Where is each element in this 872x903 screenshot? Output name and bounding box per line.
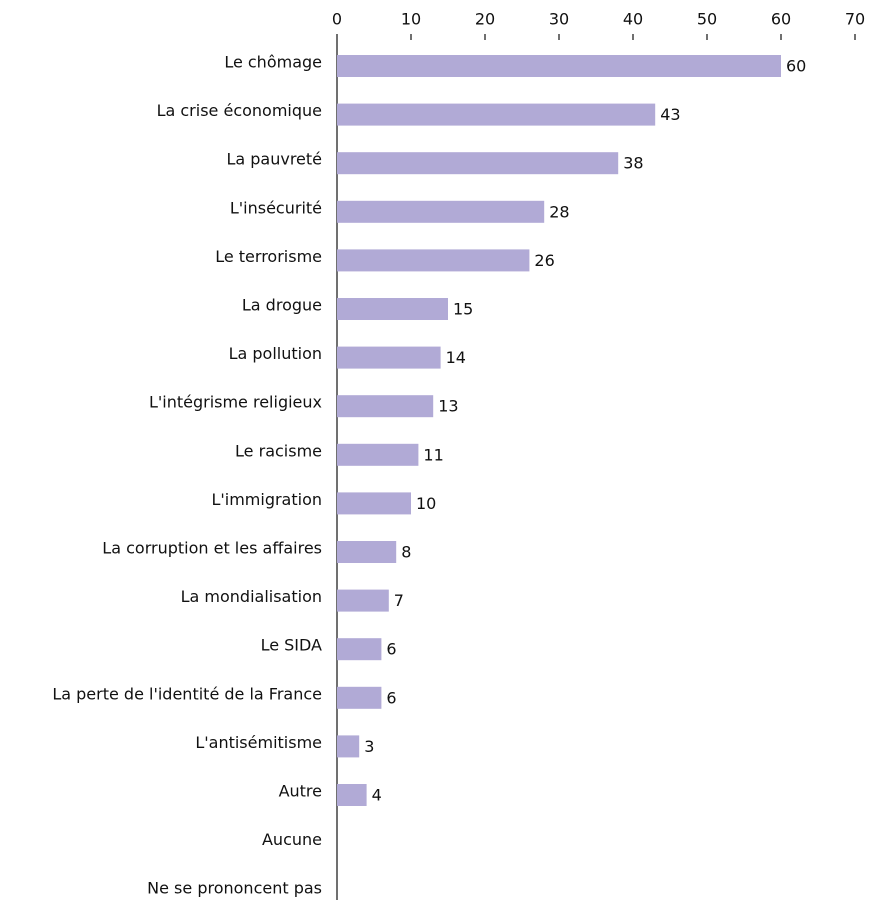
bar	[337, 200, 545, 223]
x-tick-label: 50	[697, 10, 717, 29]
data-label: 28	[549, 202, 569, 221]
data-label: 13	[438, 397, 458, 416]
y-tick-label: La perte de l'identité de la France	[52, 684, 322, 703]
y-tick-label: La pollution	[229, 344, 322, 363]
x-tick-label: 0	[332, 10, 342, 29]
bar	[337, 541, 397, 563]
bar	[337, 346, 441, 369]
bar	[337, 298, 448, 320]
data-label: 38	[623, 154, 643, 173]
bar	[337, 735, 360, 758]
y-tick-label: La pauvreté	[226, 150, 322, 169]
y-tick-label: L'immigration	[211, 490, 322, 509]
y-tick-label: L'insécurité	[230, 198, 322, 217]
x-tick-label: 30	[549, 10, 569, 29]
bar	[337, 443, 419, 466]
y-tick-label: Aucune	[262, 830, 322, 849]
data-label: 6	[386, 640, 396, 659]
y-tick-label: Le SIDA	[261, 636, 322, 655]
data-label: 60	[786, 57, 806, 76]
bar	[337, 686, 382, 709]
x-tick-label: 70	[845, 10, 865, 29]
data-label: 10	[416, 494, 436, 513]
y-tick-label: La corruption et les affaires	[102, 539, 322, 558]
data-label: 11	[423, 445, 443, 464]
data-label: 4	[372, 786, 382, 805]
y-tick-label: Le terrorisme	[215, 247, 322, 266]
x-tick-label: 60	[771, 10, 791, 29]
bar	[337, 638, 382, 661]
bar	[337, 152, 619, 175]
data-label: 43	[660, 105, 680, 124]
y-tick-label: Le racisme	[235, 441, 322, 460]
bar	[337, 249, 530, 272]
x-tick-label: 40	[623, 10, 643, 29]
data-label: 7	[394, 591, 404, 610]
y-tick-label: La crise économique	[157, 101, 322, 120]
bar	[337, 395, 434, 418]
y-tick-label: Ne se prononcent pas	[147, 879, 322, 898]
data-label: 8	[401, 543, 411, 562]
data-label: 14	[446, 348, 466, 367]
y-tick-label: La mondialisation	[181, 587, 322, 606]
data-label: 15	[453, 300, 473, 319]
y-tick-label: La drogue	[242, 296, 322, 315]
y-tick-label: L'antisémitisme	[195, 733, 322, 752]
data-label: 3	[364, 737, 374, 756]
data-label: 26	[534, 251, 554, 270]
bar	[337, 103, 656, 126]
x-tick-label: 20	[475, 10, 495, 29]
bar	[337, 589, 389, 612]
bar	[337, 784, 367, 806]
y-tick-label: L'intégrisme religieux	[149, 393, 322, 412]
bar	[337, 55, 781, 77]
y-tick-label: Autre	[279, 782, 322, 801]
bar	[337, 492, 411, 515]
data-label: 6	[386, 688, 396, 707]
x-tick-label: 10	[401, 10, 421, 29]
y-tick-label: Le chômage	[224, 53, 322, 72]
